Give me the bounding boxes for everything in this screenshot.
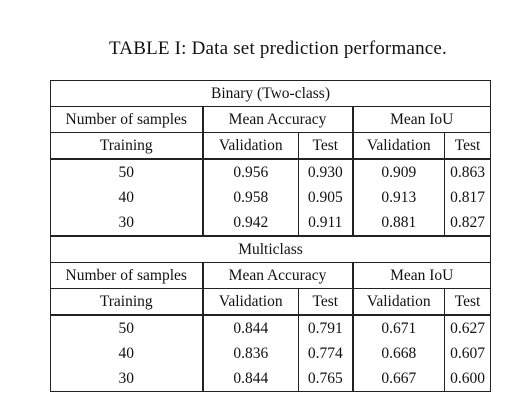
cell-iou-validation: 0.909 xyxy=(351,158,445,185)
section-title-row: Binary (Two-class) xyxy=(49,80,492,107)
cell-training: 30 xyxy=(50,366,203,392)
header-number-of-samples: Number of samples xyxy=(50,106,203,133)
header-row-2: Training Validation Test Validation Test xyxy=(50,132,492,159)
cell-iou-test: 0.817 xyxy=(443,185,492,210)
table-row: 30 0.942 0.911 0.881 0.827 xyxy=(50,210,492,236)
cell-training: 40 xyxy=(50,185,203,210)
table-row: 50 0.956 0.930 0.909 0.863 xyxy=(50,158,492,185)
cell-acc-validation: 0.942 xyxy=(201,210,299,236)
cell-acc-validation: 0.844 xyxy=(201,314,299,341)
cell-acc-test: 0.774 xyxy=(298,341,353,366)
cell-iou-validation: 0.671 xyxy=(351,314,445,341)
cell-iou-validation: 0.667 xyxy=(351,366,445,392)
cell-acc-test: 0.765 xyxy=(298,366,353,392)
cell-iou-validation: 0.913 xyxy=(351,185,445,210)
cell-iou-test: 0.627 xyxy=(443,314,492,341)
cell-training: 50 xyxy=(50,314,203,341)
table-row: 50 0.844 0.791 0.671 0.627 xyxy=(50,314,492,341)
cell-iou-validation: 0.881 xyxy=(351,210,445,236)
header-validation: Validation xyxy=(351,288,445,315)
header-test: Test xyxy=(298,288,353,315)
table-row: 40 0.958 0.905 0.913 0.817 xyxy=(50,185,492,210)
header-validation: Validation xyxy=(201,288,299,315)
performance-table: Binary (Two-class) Number of samples Mea… xyxy=(49,80,492,392)
header-mean-iou: Mean IoU xyxy=(351,262,492,289)
table-row: 30 0.844 0.765 0.667 0.600 xyxy=(50,366,492,392)
header-test: Test xyxy=(443,288,492,315)
cell-acc-validation: 0.836 xyxy=(201,341,299,366)
cell-iou-test: 0.863 xyxy=(443,158,492,185)
cell-iou-test: 0.607 xyxy=(443,341,492,366)
cell-training: 30 xyxy=(50,210,203,236)
header-training: Training xyxy=(50,288,203,315)
cell-acc-validation: 0.958 xyxy=(201,185,299,210)
header-validation: Validation xyxy=(201,132,299,159)
header-mean-accuracy: Mean Accuracy xyxy=(201,106,353,133)
header-mean-iou: Mean IoU xyxy=(351,106,492,133)
header-validation: Validation xyxy=(351,132,445,159)
header-row-1: Number of samples Mean Accuracy Mean IoU xyxy=(50,106,492,133)
section-title-row: Multiclass xyxy=(49,235,492,263)
header-mean-accuracy: Mean Accuracy xyxy=(201,262,353,289)
header-training: Training xyxy=(50,132,203,159)
header-row-2: Training Validation Test Validation Test xyxy=(50,288,492,315)
table-row: 40 0.836 0.774 0.668 0.607 xyxy=(50,341,492,366)
cell-iou-test: 0.600 xyxy=(443,366,492,392)
cell-training: 40 xyxy=(50,341,203,366)
cell-acc-validation: 0.844 xyxy=(201,366,299,392)
table-caption: TABLE I: Data set prediction performance… xyxy=(109,38,447,59)
header-test: Test xyxy=(298,132,353,159)
cell-training: 50 xyxy=(50,158,203,185)
header-row-1: Number of samples Mean Accuracy Mean IoU xyxy=(50,262,492,289)
cell-acc-test: 0.911 xyxy=(298,210,353,236)
cell-acc-test: 0.791 xyxy=(298,314,353,341)
section-title-multiclass: Multiclass xyxy=(49,235,492,263)
section-title-binary: Binary (Two-class) xyxy=(49,80,492,107)
cell-iou-test: 0.827 xyxy=(443,210,492,236)
header-test: Test xyxy=(443,132,492,159)
cell-acc-test: 0.930 xyxy=(298,158,353,185)
cell-acc-test: 0.905 xyxy=(298,185,353,210)
cell-acc-validation: 0.956 xyxy=(201,158,299,185)
header-number-of-samples: Number of samples xyxy=(50,262,203,289)
cell-iou-validation: 0.668 xyxy=(351,341,445,366)
